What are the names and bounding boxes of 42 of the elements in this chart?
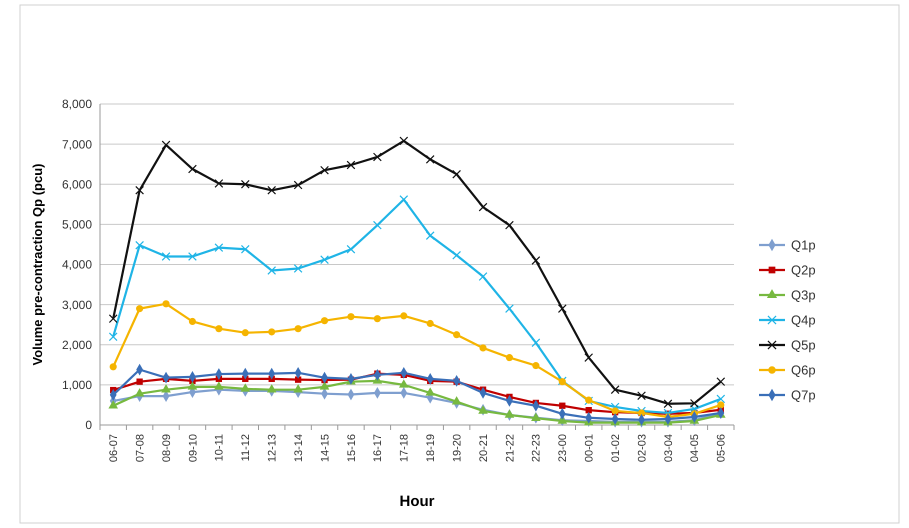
x-tick-label: 15-16 [346,434,358,462]
legend-label: Q6p [791,362,816,378]
legend-label: Q2p [791,262,816,278]
x-tick-label: 23-00 [557,434,570,462]
x-tick-label: 14-15 [319,434,332,462]
x-tick-label: 13-14 [292,434,305,462]
x-tick-label: 11-12 [240,434,252,462]
x-tick-label: 16-17 [372,434,384,462]
y-tick-label: 4,000 [62,258,92,272]
y-tick-label: 1,000 [62,378,92,392]
x-axis-title: Hour [400,493,435,510]
x-tick-label: 08-09 [160,434,173,462]
x-tick-label: 00-01 [584,434,596,462]
y-tick-label: 7,000 [62,137,92,152]
x-tick-label: 17-18 [398,434,411,462]
x-tick-label: 07-08 [134,434,146,462]
x-tick-label: 09-10 [187,434,200,462]
x-tick-label: 04-05 [689,434,702,462]
y-tick-label: 5,000 [62,218,92,232]
y-tick-label: 2,000 [62,338,92,352]
y-tick-label: 0 [85,418,92,432]
legend-label: Q5p [791,338,816,353]
x-tick-label: 21-22 [504,434,516,462]
y-tick-label: 8,000 [62,97,92,112]
legend-label: Q4p [791,312,816,328]
x-tick-label: 01-02 [610,434,622,462]
x-tick-label: 22-23 [530,434,543,462]
legend-label: Q3p [791,288,816,303]
legend-label: Q1p [791,238,816,253]
y-tick-label: 3,000 [62,298,92,312]
x-tick-label: 05-06 [716,434,728,462]
x-tick-label: 10-11 [214,434,226,462]
x-tick-label: 06-07 [108,434,120,462]
legend-label: Q7p [791,388,816,403]
y-axis-title: Volume pre-contraction Qp (pcu) [30,164,45,366]
x-tick-label: 03-04 [662,434,675,462]
x-tick-label: 12-13 [266,434,279,462]
y-tick-label: 6,000 [62,177,92,192]
x-tick-label: 02-03 [636,434,648,462]
x-tick-label: 18-19 [425,434,438,462]
x-tick-label: 20-21 [478,434,490,462]
x-tick-label: 19-20 [451,434,464,462]
